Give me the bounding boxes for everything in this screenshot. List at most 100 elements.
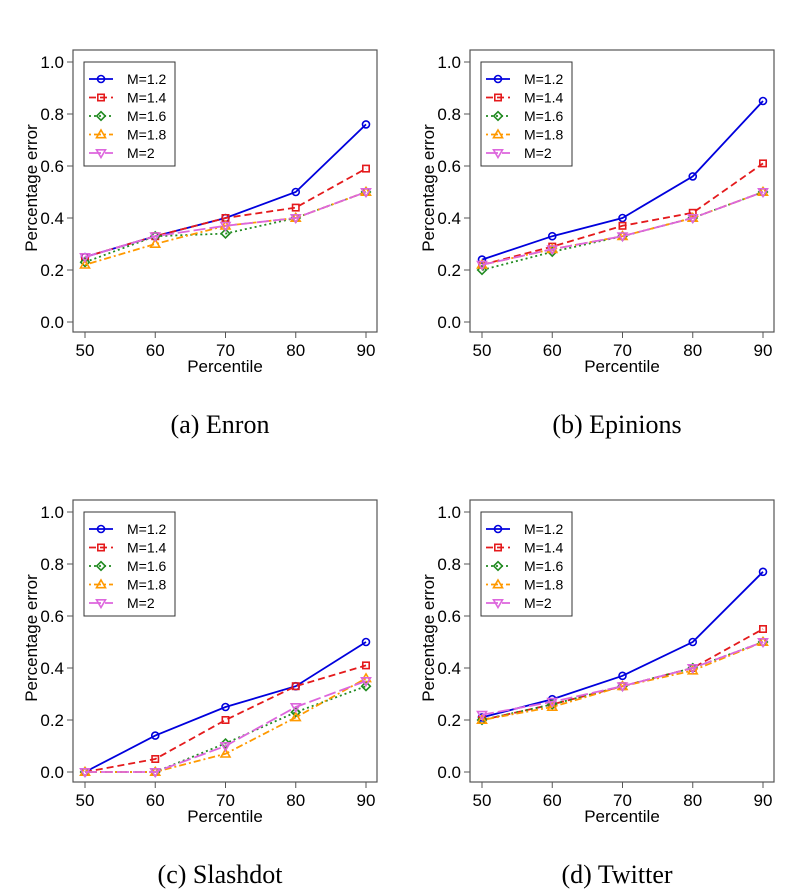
y-tick-label: 0.6 xyxy=(40,607,64,626)
x-axis-label: Percentile xyxy=(187,357,263,376)
data-point xyxy=(688,208,697,217)
data-point xyxy=(688,637,698,647)
data-point xyxy=(291,682,300,691)
y-tick-label: 1.0 xyxy=(437,53,461,72)
y-tick-label: 0.6 xyxy=(40,157,64,176)
legend-marker xyxy=(492,149,504,160)
data-point xyxy=(289,703,302,714)
data-point xyxy=(220,737,231,749)
legend-marker xyxy=(493,74,503,84)
series-line-M=2 xyxy=(84,191,367,258)
series-line-M=1.4 xyxy=(84,664,367,773)
data-point xyxy=(361,164,370,173)
data-point xyxy=(289,711,302,722)
legend-entry: M=2 xyxy=(127,595,155,611)
y-tick-label: 0.0 xyxy=(437,313,461,332)
data-point xyxy=(758,96,768,106)
legend-entry: M=1.2 xyxy=(524,521,564,537)
x-tick-label: 90 xyxy=(754,791,773,810)
data-point xyxy=(221,702,230,712)
x-axis-label: Percentile xyxy=(584,357,660,376)
x-tick-label: 60 xyxy=(543,791,562,810)
legend-entry: M=2 xyxy=(127,145,155,161)
y-tick-label: 0.0 xyxy=(40,763,64,782)
x-tick-label: 80 xyxy=(286,341,305,360)
legend-entry: M=1.8 xyxy=(524,127,564,143)
y-axis-label: Percentage error xyxy=(419,574,438,702)
y-tick-label: 0.6 xyxy=(437,157,461,176)
x-tick-label: 90 xyxy=(357,791,376,810)
data-point xyxy=(546,700,559,712)
series-line-M=1.4 xyxy=(84,167,367,258)
x-tick-label: 50 xyxy=(473,341,492,360)
y-tick-label: 0.6 xyxy=(437,607,461,626)
x-tick-label: 60 xyxy=(146,341,165,360)
data-point xyxy=(361,120,371,129)
y-axis-label: Percentage error xyxy=(22,574,41,702)
panel-caption: (b) Epinions xyxy=(552,410,681,439)
data-point xyxy=(150,731,160,740)
x-tick-label: 90 xyxy=(754,341,773,360)
legend-marker xyxy=(95,149,107,160)
data-point xyxy=(151,754,160,763)
data-point xyxy=(546,245,559,256)
y-tick-label: 0.4 xyxy=(437,209,461,228)
legend-entry: M=1.4 xyxy=(127,90,167,106)
data-point xyxy=(360,677,372,688)
legend-marker xyxy=(97,93,106,102)
legend: M=1.2 M=1.4 M=1.6 M=1.8 M=2 xyxy=(480,61,573,167)
panel-caption: (d) Twitter xyxy=(561,860,672,889)
legend-marker xyxy=(492,110,504,122)
legend-entry: M=1.8 xyxy=(127,127,167,143)
chart-panel-4: 50 60 70 80 90 0.0 0.2 0.4 0.6 0.8 1.0 Percentile Pe… xyxy=(419,499,775,889)
data-point xyxy=(758,159,767,168)
legend-entry: M=1.8 xyxy=(127,577,167,593)
data-point xyxy=(219,747,232,758)
series-line-M=2 xyxy=(481,191,764,266)
legend: M=1.2 M=1.4 M=1.6 M=1.8 M=2 xyxy=(83,61,176,167)
series-line-M=1.2 xyxy=(84,641,367,773)
panel-caption: (c) Slashdot xyxy=(158,860,284,889)
data-point xyxy=(618,221,627,230)
x-tick-label: 60 xyxy=(543,341,562,360)
data-point xyxy=(221,715,230,724)
legend-marker xyxy=(492,578,504,589)
data-point xyxy=(476,260,488,271)
data-point xyxy=(290,706,302,718)
y-axis-label: Percentage error xyxy=(419,124,438,252)
data-point xyxy=(476,713,488,725)
data-point xyxy=(361,637,371,647)
y-tick-label: 0.4 xyxy=(437,659,461,678)
legend-entry: M=1.6 xyxy=(524,108,564,124)
x-tick-label: 70 xyxy=(216,791,235,810)
panel-caption: (a) Enron xyxy=(171,410,270,439)
legend-marker xyxy=(95,128,107,139)
legend-entry: M=1.4 xyxy=(524,540,564,556)
data-point xyxy=(149,767,162,779)
legend-entry: M=1.2 xyxy=(127,71,167,87)
y-tick-label: 1.0 xyxy=(40,53,64,72)
series-line-M=1.4 xyxy=(481,162,764,266)
data-point xyxy=(361,661,370,670)
data-point xyxy=(289,214,302,225)
x-tick-label: 80 xyxy=(683,341,702,360)
legend-marker xyxy=(96,524,106,534)
data-point xyxy=(79,767,91,779)
legend-marker xyxy=(492,599,504,610)
data-point xyxy=(476,710,488,721)
data-point xyxy=(291,187,301,197)
legend-marker xyxy=(96,74,106,84)
data-point xyxy=(360,188,372,199)
legend-marker xyxy=(95,578,107,589)
x-axis-label: Percentile xyxy=(187,807,263,826)
legend-entry: M=1.8 xyxy=(524,577,564,593)
data-point xyxy=(618,671,627,681)
legend-entry: M=1.4 xyxy=(524,90,564,106)
y-tick-label: 0.2 xyxy=(40,261,64,280)
data-point xyxy=(149,232,162,243)
series-line-M=1.2 xyxy=(481,571,764,719)
data-point xyxy=(758,625,767,634)
legend-marker xyxy=(494,93,503,102)
data-point xyxy=(758,567,768,577)
x-tick-label: 70 xyxy=(613,791,632,810)
